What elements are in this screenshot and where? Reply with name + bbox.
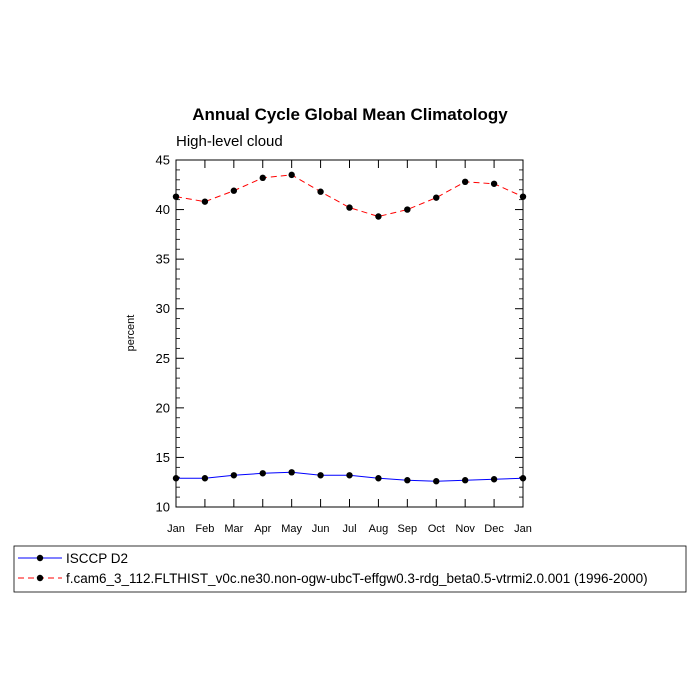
y-tick-label: 40: [156, 202, 170, 217]
series-1-point: [490, 180, 498, 187]
series-0-point: [404, 477, 411, 484]
series-1-point: [461, 178, 469, 186]
x-tick-label: Feb: [195, 523, 214, 535]
x-tick-label: Jan: [514, 523, 532, 535]
series-1-point: [346, 204, 353, 211]
x-tick-label: Jun: [312, 523, 330, 535]
legend-text-cam6: f.cam6_3_112.FLTHIST_v0c.ne30.non-ogw-ub…: [66, 571, 648, 586]
x-tick-label: May: [281, 523, 302, 535]
series-0-point: [490, 476, 498, 483]
series-0-point: [201, 475, 209, 482]
series-0-point: [259, 470, 266, 477]
x-tick-label: Jul: [342, 523, 356, 535]
y-tick-label: 15: [156, 450, 170, 465]
chart-title: Annual Cycle Global Mean Climatology: [192, 105, 508, 124]
legend-marker-isccp: [36, 554, 44, 562]
series-1-point: [317, 188, 324, 195]
series-0-point: [346, 472, 353, 479]
x-tick-label: Dec: [484, 523, 504, 535]
series-1-point: [404, 206, 411, 213]
legend-marker-cam6: [36, 574, 44, 582]
x-tick-label: Nov: [455, 523, 475, 535]
series-0-point: [230, 472, 238, 479]
y-tick-label: 30: [156, 301, 170, 316]
series-1-point: [230, 187, 238, 194]
y-tick-label: 35: [156, 252, 170, 267]
y-tick-label: 45: [156, 153, 170, 168]
x-tick-label: Mar: [224, 523, 243, 535]
legend-text-isccp: ISCCP D2: [66, 551, 128, 566]
chart-subtitle: High-level cloud: [176, 133, 283, 150]
x-tick-label: Jan: [167, 523, 185, 535]
plot-frame: [175, 159, 524, 508]
y-tick-label: 20: [156, 400, 170, 415]
series-1-point: [201, 198, 209, 205]
x-tick-label: Apr: [254, 523, 271, 535]
series-1-point: [433, 194, 440, 201]
y-axis-label: percent: [125, 315, 137, 352]
series-0-point: [375, 475, 382, 482]
series-0-point: [433, 478, 440, 485]
series-0-point: [317, 472, 324, 479]
series-1-point: [375, 213, 382, 220]
x-tick-label: Aug: [369, 523, 389, 535]
legend-box: [13, 545, 687, 593]
x-tick-label: Oct: [428, 523, 445, 535]
y-tick-label: 25: [156, 351, 170, 366]
series-0-point: [288, 469, 295, 476]
series-1-point: [288, 171, 295, 179]
y-tick-label: 10: [156, 500, 170, 515]
series-1-point: [259, 174, 266, 182]
legend: ISCCP D2 f.cam6_3_112.FLTHIST_v0c.ne30.n…: [13, 545, 687, 593]
series-0-point: [461, 477, 469, 484]
x-tick-label: Sep: [398, 523, 418, 535]
